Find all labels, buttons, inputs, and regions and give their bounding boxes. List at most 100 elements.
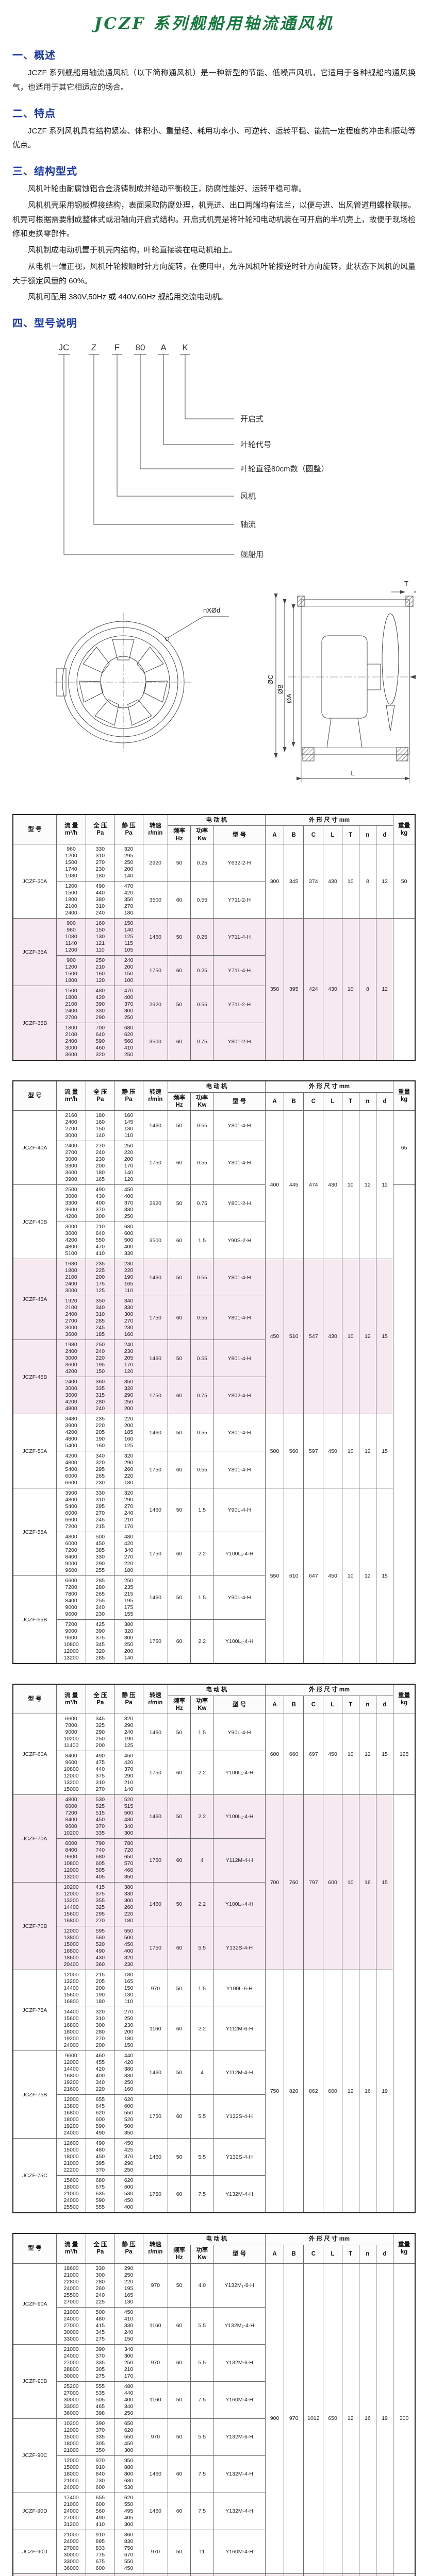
- dim-n-cell: 8: [358, 918, 376, 1061]
- motor-cell: Y132M-4-H: [213, 2492, 266, 2530]
- dim-A-cell: 300: [265, 844, 285, 919]
- section-1-paragraph-1: JCZF 系列舰船用轴流通风机（以下简称通风机）是一种新型的节能、低噪声风机，它…: [12, 69, 416, 92]
- value-stack: 21000 24000 27000 28800 30000: [56, 2344, 87, 2382]
- freq-cell: 50: [167, 2050, 191, 2095]
- motor-cell: Y801-4-H: [213, 1296, 266, 1341]
- value-stack: 650 620 550 450 300: [114, 2418, 143, 2456]
- value-stack: 4800 6000 7200 8400 9600 10200: [56, 1794, 87, 1839]
- spec-table-2: 型 号流 量 m³/h 全 压 Pa 静 压 Pa 转速 r/min 电 动 机外 形 尺 寸 …: [12, 1080, 416, 1665]
- value-stack: 655 645 620 600 590 490: [86, 2094, 115, 2139]
- col-weight: 重量 kg: [393, 1080, 416, 1111]
- col-total-pressure: 全 压 Pa: [86, 814, 115, 845]
- value-stack: 330 300 280 260 240 225: [86, 2263, 115, 2308]
- value-stack: 14400 15600 16800 18000 19200 24000: [56, 2007, 87, 2052]
- spec-row-JCZF-40A-2: 2400 2700 3000 3300 3600 3900 270 240 230 200 180 1…: [13, 1141, 415, 1185]
- outline-drawing-svg: nXØd: [55, 580, 427, 783]
- speed-cell: 1750: [142, 1451, 168, 1489]
- code-letter-jc: JC: [59, 343, 70, 352]
- section-3-paragraph-4: 从电机一端正视，风机叶轮按顺时针方向旋转，在使用中，允许风机叶轮按逆时针方向旋转…: [12, 262, 416, 285]
- motor-cell: Y711-2-H: [213, 881, 266, 919]
- value-stack: 340 300 250 210 170: [114, 2344, 143, 2382]
- freq-cell: 50: [167, 2263, 191, 2308]
- motor-cell: Y801-4-H: [213, 1110, 266, 1142]
- spec-row-JCZF-60A-1: JCZF-60A 6600 7800 9000 10200 11400 345 325 290 2…: [12, 1714, 416, 1795]
- spec-row-JCZF-95A-1: JCZF-95A25500300003300036000390004200071…: [12, 2573, 415, 2576]
- value-stack: 6000 8400 9600 10800 12000 13200: [56, 1838, 87, 1883]
- col-weight: 重量 kg: [393, 2233, 416, 2264]
- dim-n-cell: 16: [358, 2573, 376, 2576]
- motor-cell: Y160M-4-H: [213, 2573, 266, 2576]
- motor-cell: Y132M-6-H: [213, 2418, 266, 2456]
- col-dim-n: n: [358, 1695, 376, 1715]
- col-motor-group: 电 动 机: [167, 1684, 266, 1696]
- dim-T-cell: 12: [341, 1970, 359, 2213]
- value-stack: 655 600 560 490 410: [86, 2492, 115, 2530]
- spec-row-JCZF-90D-1: JCZF-90D 17400 21000 24000 27000 31200 655 600 5…: [12, 2492, 415, 2530]
- spec-row-JCZF-90A-2: 21000 24000 27000 30000 33000 500 480 415 345 275…: [13, 2307, 415, 2345]
- dim-L-cell: 600: [323, 1794, 342, 1971]
- model-name: JCZF-70A: [12, 1794, 57, 1883]
- col-dim-n: n: [358, 825, 376, 845]
- power-cell: 2.2: [190, 1751, 214, 1795]
- motor-cell: Y801-4-H: [213, 1414, 266, 1452]
- motor-cell: Y160M-4-H: [213, 2381, 266, 2419]
- value-stack: 425 390 375 345 320 285: [86, 1619, 115, 1664]
- speed-cell: 970: [142, 2418, 168, 2456]
- col-dim-C: C: [303, 1092, 324, 1111]
- dim-A-cell: 550: [265, 1488, 285, 1664]
- value-stack: 12600 15000 18000 21000 22200: [56, 2138, 87, 2176]
- value-stack: 620 600 530 450 400: [114, 2175, 143, 2213]
- freq-cell: 60: [167, 2307, 191, 2345]
- spec-row-JCZF-70A-2: 6000 8400 9600 10800 12000 13200 790 740 680 605 5…: [13, 1838, 415, 1883]
- model-name: JCZF-75A: [12, 1970, 57, 2052]
- col-freq: 频率 Hz: [167, 825, 191, 845]
- spec-row-JCZF-30A-2: 1200 1500 1800 2100 2400 490 440 380 310 240 470 42…: [13, 881, 415, 919]
- dim-C-cell: 374: [303, 844, 324, 919]
- spec-row-JCZF-55A-1: JCZF-55A 3900 4800 5400 6000 6600 7200 330 310 29…: [12, 1488, 415, 1664]
- col-dim-L: L: [323, 1092, 342, 1111]
- col-weight: 重量 kg: [393, 1684, 416, 1715]
- value-stack: 12000 13800 15000 16800 18600 20400: [56, 1926, 87, 1971]
- dim-B-cell: 760: [284, 1794, 304, 1971]
- col-speed: 转速 r/min: [142, 814, 168, 845]
- value-stack: 470 420 350 270 180: [114, 881, 143, 919]
- spec-row-JCZF-45A-1: JCZF-45A 1680 1800 2100 2400 3000 235 225 200 175…: [12, 1259, 415, 1415]
- speed-cell: 1750: [142, 1532, 168, 1577]
- dim-A-cell: 500: [265, 1414, 285, 1489]
- freq-cell: 50: [167, 1794, 191, 1839]
- value-stack: 620 600 550 520 500 350: [114, 2094, 143, 2139]
- freq-cell: 50: [167, 2529, 191, 2574]
- value-stack: 1980 2400 3000 3600 4200: [56, 1340, 87, 1378]
- value-stack: 500 450 385 330 290 255: [86, 1532, 115, 1577]
- speed-cell: 1750: [142, 1838, 168, 1883]
- dim-T-cell: 12: [341, 2573, 359, 2576]
- power-cell: 5.5: [190, 2307, 214, 2345]
- dim-C-cell: 862: [303, 1970, 324, 2213]
- value-stack: 2160 2400 2700 3000: [56, 1110, 87, 1142]
- col-dim-d: d: [375, 825, 394, 845]
- col-dim-A: A: [265, 2244, 285, 2264]
- spec-row-JCZF-30A-1: JCZF-30A 960 1200 1500 1740 1980 330 310 270 230 1…: [12, 844, 416, 919]
- value-stack: 350 320 290 250 200: [114, 1377, 143, 1415]
- dim-L-cell: 450: [323, 1414, 342, 1489]
- power-cell: 0.55: [190, 1451, 214, 1489]
- dim-L-cell: 450: [323, 1714, 342, 1795]
- freq-cell: 50: [167, 1488, 191, 1533]
- speed-cell: 970: [142, 2529, 168, 2574]
- value-stack: 790 740 680 605 505 405: [86, 1838, 115, 1883]
- freq-cell: 50: [167, 1414, 191, 1452]
- spec-row-JCZF-45B-2: 2400 3000 3600 4200 4800 360 335 315 280 240 350 32…: [13, 1377, 415, 1415]
- value-stack: 230 220 190 165 110: [114, 1259, 143, 1297]
- model-name: JCZF-90B: [12, 2344, 57, 2419]
- dim-T-cell: 12: [341, 2263, 359, 2574]
- model-name: JCZF-30A: [12, 844, 57, 919]
- value-stack: 450 425 370 290 250: [114, 2138, 143, 2176]
- freq-cell: 60: [167, 1838, 191, 1883]
- col-dim-A: A: [265, 1695, 285, 1715]
- speed-cell: 3500: [142, 881, 168, 919]
- code-label-open-type: 开启式: [240, 415, 264, 423]
- section-2-paragraph-1: JCZF 系列风机具有结构紧凑、体积小、重量轻、耗用功率小、可逆转、运转平稳、能…: [12, 126, 416, 150]
- freq-cell: 50: [167, 1340, 191, 1378]
- dim-n-cell: 12: [358, 1414, 376, 1489]
- bolt-holes-label: nXØd: [203, 606, 220, 614]
